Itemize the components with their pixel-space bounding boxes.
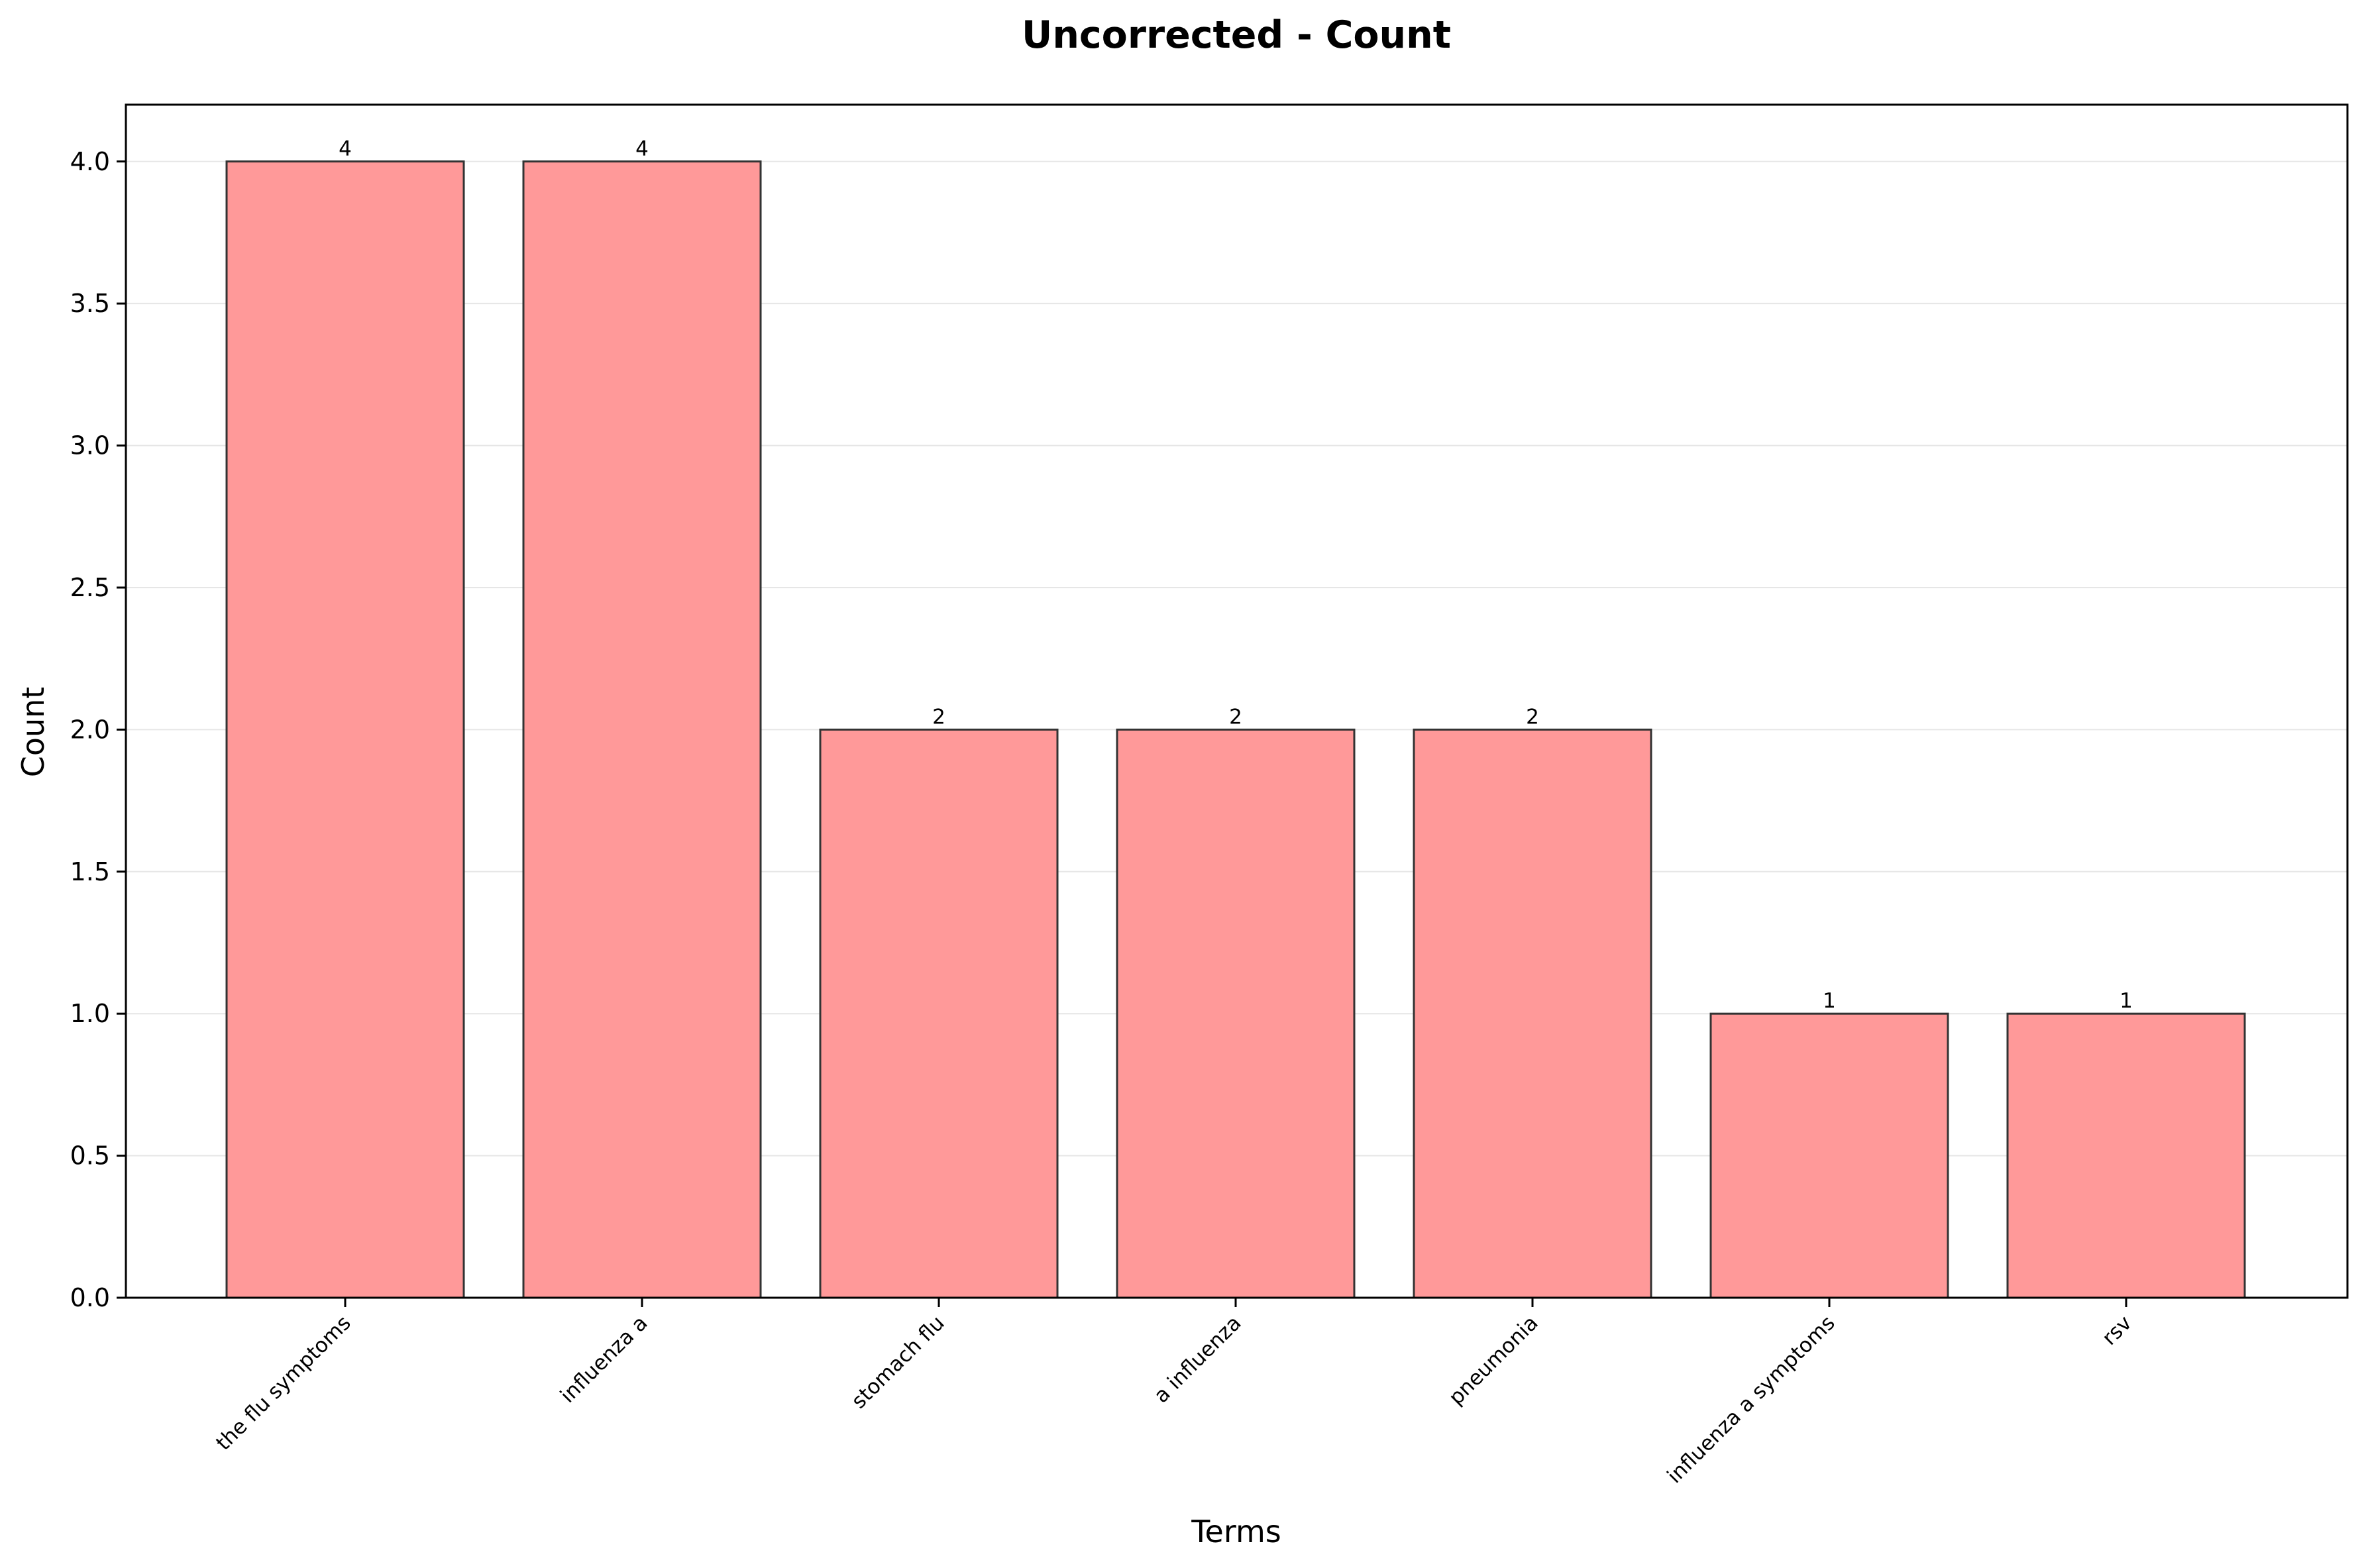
x-tick-label: influenza a xyxy=(556,1311,653,1408)
y-tick-label: 2.0 xyxy=(70,715,110,744)
bar xyxy=(225,160,465,1299)
y-tick-label: 4.0 xyxy=(70,147,110,176)
bar xyxy=(1116,728,1356,1299)
bar-value-label: 2 xyxy=(1229,705,1242,729)
x-tick-label: stomach flu xyxy=(847,1311,949,1413)
bar xyxy=(1413,728,1652,1299)
bars xyxy=(225,160,2246,1299)
x-axis-label: Terms xyxy=(1191,1514,1281,1549)
y-tick-label: 1.0 xyxy=(70,999,110,1028)
x-tick-label: rsv xyxy=(2098,1311,2137,1350)
bar-value-label: 2 xyxy=(932,705,945,729)
y-tick-label: 1.5 xyxy=(70,857,110,886)
bar-value-label: 4 xyxy=(339,137,352,161)
x-tick-label: pneumonia xyxy=(1444,1311,1543,1410)
x-tick-label: influenza a symptoms xyxy=(1662,1311,1839,1488)
y-tick-label: 0.5 xyxy=(70,1141,110,1171)
y-axis-label: Count xyxy=(15,687,51,778)
value-labels: 4 4 2 2 2 1 1 xyxy=(339,137,2133,1013)
chart-title: Uncorrected - Count xyxy=(1022,13,1451,57)
bar-value-label: 1 xyxy=(1823,989,1836,1013)
bar xyxy=(522,160,762,1299)
y-tick-label: 3.5 xyxy=(70,289,110,318)
bar xyxy=(2006,1012,2246,1299)
bar xyxy=(819,728,1059,1299)
x-axis-ticks: the flu symptoms influenza a stomach flu a … xyxy=(211,1298,2137,1488)
y-tick-label: 2.5 xyxy=(70,573,110,602)
bar xyxy=(1709,1012,1949,1299)
bar-value-label: 1 xyxy=(2120,989,2133,1013)
y-tick-label: 0.0 xyxy=(70,1283,110,1312)
y-tick-label: 3.0 xyxy=(70,431,110,460)
bar-value-label: 2 xyxy=(1526,705,1539,729)
x-tick-label: the flu symptoms xyxy=(211,1311,356,1455)
y-axis-ticks: 0.0 0.5 1.0 1.5 2.0 2.5 3.0 3.5 4.0 xyxy=(70,147,126,1312)
bar-value-label: 4 xyxy=(635,137,649,161)
x-tick-label: a influenza xyxy=(1150,1311,1246,1408)
